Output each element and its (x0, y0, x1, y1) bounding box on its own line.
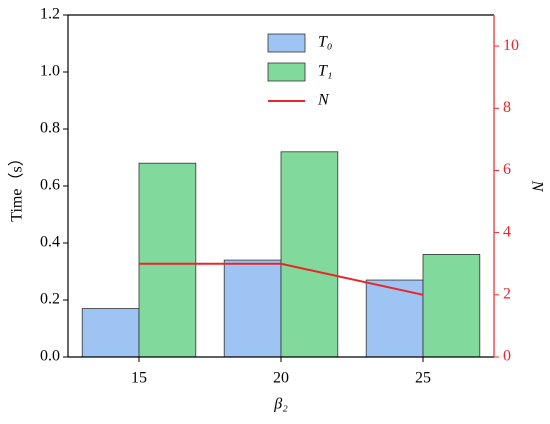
y2-tick-label: 4 (503, 223, 511, 240)
y-tick-label: 1.0 (40, 63, 60, 80)
y2-tick-label: 0 (503, 348, 511, 365)
y-tick-label: 0.8 (40, 120, 60, 137)
y-tick-label: 0.4 (40, 234, 60, 251)
line-series (139, 262, 424, 296)
legend-label: T₀ (318, 34, 332, 51)
y-tick-label: 0.6 (40, 177, 60, 194)
x-tick-label: 20 (273, 370, 289, 387)
y-axis-label: Time（s） (8, 150, 26, 221)
bar (223, 259, 282, 358)
bar (280, 151, 339, 358)
y-tick-label: 1.2 (40, 6, 60, 23)
bar (81, 308, 140, 358)
y2-tick-label: 2 (503, 285, 511, 302)
y2-tick-label: 10 (503, 37, 519, 54)
bar (365, 279, 424, 358)
x-tick-label: 25 (415, 370, 431, 387)
y2-tick-label: 6 (503, 161, 511, 178)
x-tick-label: 15 (131, 370, 147, 387)
legend-swatch (267, 62, 306, 82)
bar (138, 162, 197, 358)
y-tick-label: 0.2 (40, 291, 60, 308)
legend-swatch (267, 33, 306, 53)
legend-label: T₁ (318, 63, 332, 80)
y2-tick-label: 8 (503, 99, 511, 116)
bar (422, 253, 481, 358)
y2-axis-label: N (528, 180, 545, 193)
x-axis-label: β₂ (273, 396, 288, 413)
legend-label: N (317, 92, 330, 109)
y-tick-label: 0.0 (40, 348, 60, 365)
